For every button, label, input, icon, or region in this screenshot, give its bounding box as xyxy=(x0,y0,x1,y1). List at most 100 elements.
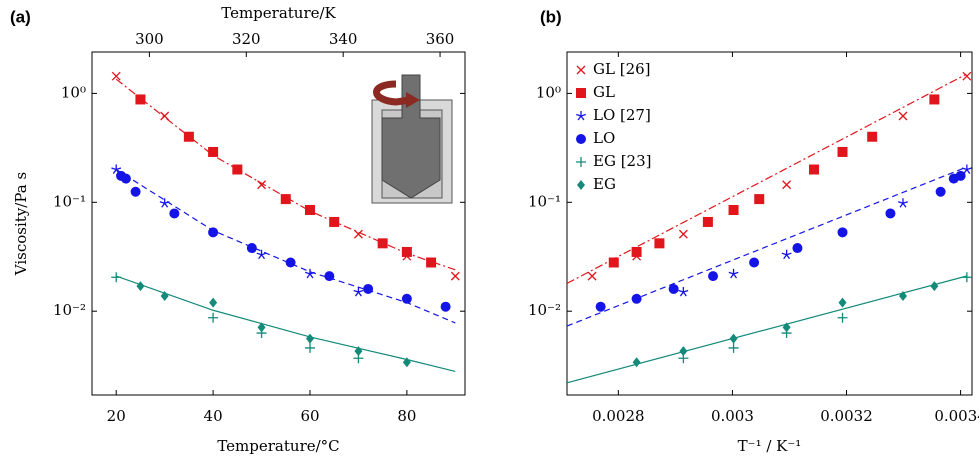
marker-star xyxy=(305,268,315,279)
marker-circle xyxy=(885,208,896,219)
marker-square xyxy=(377,238,388,249)
plot-frame xyxy=(91,51,466,396)
marker-x xyxy=(160,111,170,121)
x-tick-label: 0.003 xyxy=(711,407,754,425)
marker-square xyxy=(280,194,291,205)
marker-plus xyxy=(576,157,586,167)
marker-square xyxy=(208,146,219,157)
marker-diamond xyxy=(930,281,939,292)
x-tick-label: 40 xyxy=(204,407,223,425)
fit-line xyxy=(566,73,967,284)
marker-star xyxy=(678,287,689,297)
marker-circle xyxy=(935,186,946,197)
marker-diamond xyxy=(632,357,641,368)
marker-star xyxy=(898,198,908,208)
marker-diamond xyxy=(257,322,266,333)
marker-circle xyxy=(363,283,374,294)
marker-diamond xyxy=(136,281,145,292)
x2-tick-label: 320 xyxy=(232,30,261,48)
marker-plus xyxy=(304,342,315,353)
x-tick-label: 0.0028 xyxy=(592,407,645,425)
y-tick-label: 10⁻² xyxy=(528,301,561,319)
marker-x xyxy=(587,271,597,281)
marker-square xyxy=(754,194,765,205)
x2-tick-label: 340 xyxy=(329,30,358,48)
panel-label: (b) xyxy=(540,7,562,26)
marker-square xyxy=(867,131,878,142)
marker-star xyxy=(781,249,792,260)
marker-circle xyxy=(285,257,296,268)
marker-star xyxy=(159,198,170,208)
inset-icon xyxy=(371,74,453,204)
marker-circle xyxy=(130,186,141,197)
marker-diamond xyxy=(160,290,169,301)
x2-tick-label: 360 xyxy=(426,30,455,48)
y-tick-label: 10⁻² xyxy=(53,301,86,319)
legend-label: GL [26] xyxy=(593,60,651,78)
legend-label: EG xyxy=(593,175,616,193)
marker-circle xyxy=(837,227,848,238)
marker-square xyxy=(631,246,642,257)
marker-square xyxy=(702,216,713,227)
marker-x xyxy=(678,229,688,239)
marker-star xyxy=(961,164,972,174)
fit-line xyxy=(566,166,967,327)
marker-circle xyxy=(749,257,760,268)
marker-circle xyxy=(401,293,412,304)
marker-star xyxy=(576,111,586,121)
marker-circle xyxy=(169,208,180,219)
y-tick-label: 10⁻¹ xyxy=(528,192,561,210)
marker-square xyxy=(608,257,619,268)
marker-circle xyxy=(120,173,131,184)
marker-plus xyxy=(837,312,848,323)
marker-square xyxy=(329,216,340,227)
marker-circle xyxy=(668,283,679,294)
marker-x xyxy=(962,71,972,81)
marker-x xyxy=(898,111,908,121)
marker-circle xyxy=(324,271,335,282)
marker-x xyxy=(111,71,121,81)
y-tick-label: 10⁰ xyxy=(536,83,561,101)
marker-star xyxy=(111,164,122,174)
marker-plus xyxy=(728,342,739,353)
marker-x xyxy=(576,65,586,75)
y-tick-label: 10⁻¹ xyxy=(53,192,86,210)
marker-x xyxy=(257,180,267,190)
x2-tick-label: 300 xyxy=(135,30,164,48)
fit-line xyxy=(566,275,967,384)
legend-label: LO [27] xyxy=(593,106,651,124)
marker-square xyxy=(135,94,146,105)
marker-diamond xyxy=(577,180,585,190)
fit-line xyxy=(116,275,456,372)
legend-label: GL xyxy=(593,83,615,101)
y-axis-label: Viscosity/Pa s xyxy=(12,172,30,276)
marker-diamond xyxy=(209,297,218,308)
x-tick-label: 0.0032 xyxy=(820,407,873,425)
marker-diamond xyxy=(402,357,411,368)
marker-x xyxy=(782,180,792,190)
marker-circle xyxy=(948,173,959,184)
legend-label: EG [23] xyxy=(593,152,652,170)
marker-square xyxy=(401,246,412,257)
marker-square xyxy=(837,146,848,157)
marker-plus xyxy=(111,272,122,283)
marker-square xyxy=(808,164,819,175)
x2-axis-label: Temperature/K xyxy=(221,4,336,22)
marker-square xyxy=(426,257,437,268)
marker-circle xyxy=(792,243,803,254)
marker-diamond xyxy=(354,346,363,357)
marker-circle xyxy=(208,227,219,238)
marker-square xyxy=(232,164,243,175)
marker-square xyxy=(304,204,315,215)
marker-x xyxy=(450,271,460,281)
marker-square xyxy=(929,94,940,105)
marker-square xyxy=(183,131,194,142)
marker-diamond xyxy=(838,297,847,308)
x-axis-label: Temperature/°C xyxy=(217,437,339,455)
legend-label: LO xyxy=(593,129,615,147)
marker-circle xyxy=(576,134,586,144)
marker-star xyxy=(353,287,364,297)
x-tick-label: 20 xyxy=(107,407,126,425)
marker-x xyxy=(353,229,363,239)
marker-square xyxy=(728,204,739,215)
